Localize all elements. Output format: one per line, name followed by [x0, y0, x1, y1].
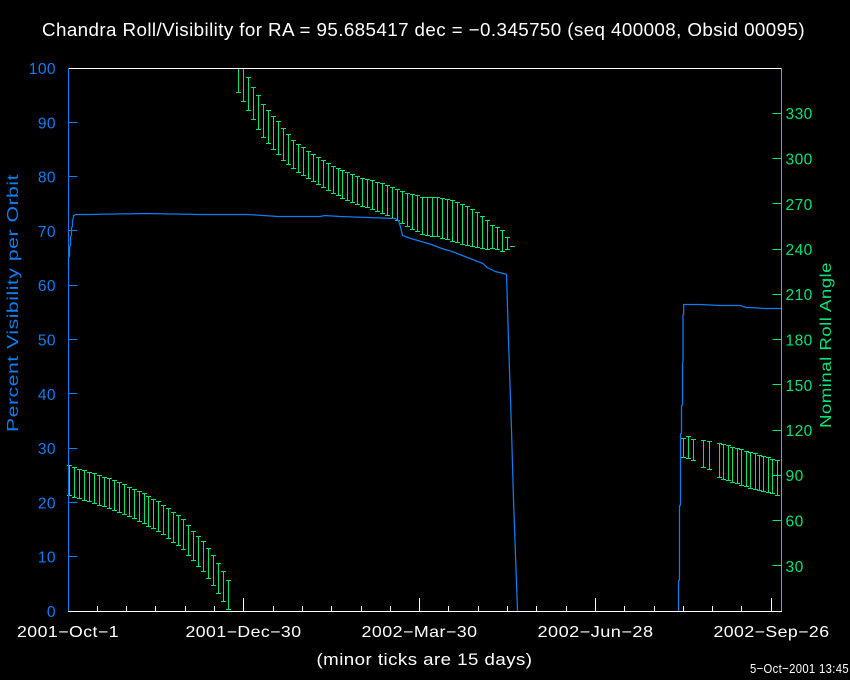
svg-text:270: 270: [786, 197, 813, 214]
svg-text:240: 240: [786, 242, 813, 259]
svg-text:2002−Jun−28: 2002−Jun−28: [538, 624, 654, 641]
svg-text:70: 70: [38, 224, 56, 241]
svg-text:30: 30: [786, 559, 804, 576]
svg-text:Nominal Roll Angle: Nominal Roll Angle: [818, 262, 835, 428]
svg-text:330: 330: [786, 106, 813, 123]
svg-text:150: 150: [786, 378, 813, 395]
svg-text:10: 10: [38, 550, 56, 567]
svg-text:100: 100: [29, 61, 56, 78]
svg-text:Chandra Roll/Visibility for RA: Chandra Roll/Visibility for RA = 95.6854…: [42, 19, 805, 40]
svg-text:5−Oct−2001 13:45: 5−Oct−2001 13:45: [750, 661, 849, 676]
svg-text:(minor ticks are 15 days): (minor ticks are 15 days): [317, 651, 533, 669]
svg-text:60: 60: [38, 278, 56, 295]
svg-text:0: 0: [47, 604, 56, 621]
svg-text:300: 300: [786, 152, 813, 169]
svg-text:20: 20: [38, 495, 56, 512]
svg-text:2002−Mar−30: 2002−Mar−30: [362, 624, 478, 641]
svg-text:30: 30: [38, 441, 56, 458]
svg-text:2001−Dec−30: 2001−Dec−30: [186, 624, 302, 641]
svg-text:80: 80: [38, 170, 56, 187]
svg-text:40: 40: [38, 387, 56, 404]
svg-text:90: 90: [38, 115, 56, 132]
svg-text:180: 180: [786, 333, 813, 350]
svg-text:Percent Visibility per Orbit: Percent Visibility per Orbit: [5, 174, 22, 432]
svg-text:50: 50: [38, 333, 56, 350]
svg-text:2001−Oct−1: 2001−Oct−1: [17, 624, 119, 641]
svg-text:2002−Sep−26: 2002−Sep−26: [714, 624, 830, 641]
svg-text:120: 120: [786, 423, 813, 440]
svg-text:60: 60: [786, 514, 804, 531]
svg-text:90: 90: [786, 468, 804, 485]
svg-text:210: 210: [786, 287, 813, 304]
